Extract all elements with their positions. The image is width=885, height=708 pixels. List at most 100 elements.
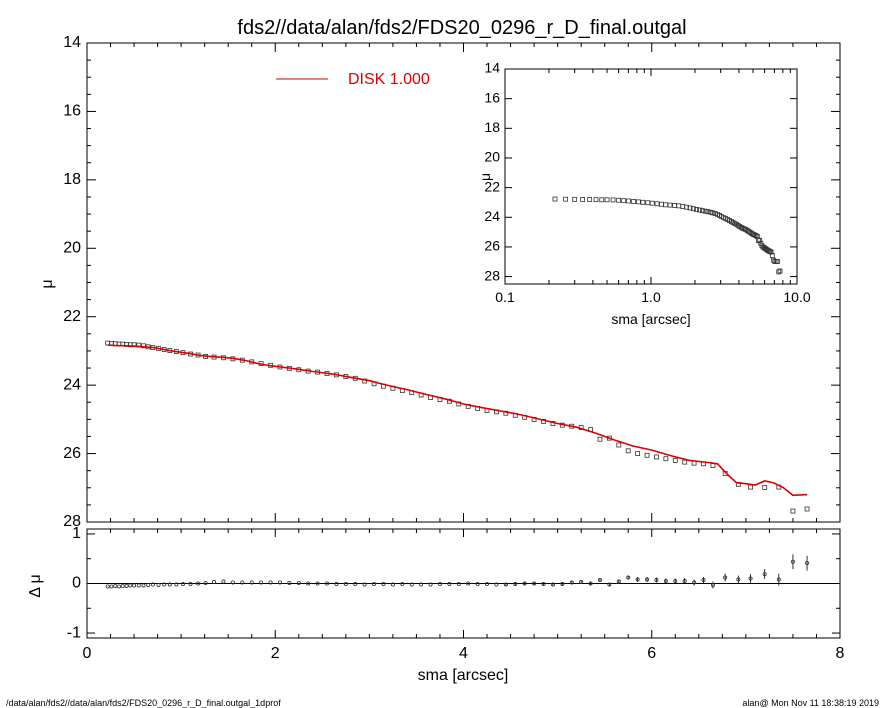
residual-data-point — [701, 578, 706, 583]
residual-data-point — [532, 581, 537, 586]
residual-data-point — [560, 581, 565, 586]
residual-data-point — [626, 575, 631, 580]
residual-x-tick-label: 0 — [83, 645, 92, 662]
inset-data-point — [604, 197, 610, 203]
residual-data-point — [296, 581, 301, 586]
footer-left: /data/alan/fds2//data/alan/fds2/FDS20_02… — [6, 698, 281, 708]
residual-x-tick-label: 8 — [836, 645, 845, 662]
residual-data-point — [124, 583, 129, 588]
residual-data-point — [353, 581, 358, 586]
residual-data-point — [550, 582, 555, 587]
residual-data-point — [334, 581, 339, 586]
main-data-point — [790, 508, 796, 514]
residual-data-point — [117, 584, 122, 589]
inset-data-point — [610, 197, 616, 203]
residual-data-point — [607, 582, 612, 587]
main-y-axis-label: μ — [39, 279, 56, 288]
residual-data-point — [268, 580, 273, 585]
inset-y-tick-label: 18 — [484, 119, 500, 135]
disk-model-line — [107, 344, 808, 497]
residual-data-point — [188, 581, 193, 586]
main-x-ticks — [86, 43, 841, 522]
residual-data-point — [212, 580, 217, 585]
main-data-point — [672, 458, 678, 463]
residual-data-point — [790, 559, 795, 564]
residual-data-point — [494, 582, 499, 587]
inset-data-point — [580, 197, 585, 202]
residual-data-point — [287, 581, 292, 586]
inset-y-tick-label: 16 — [484, 89, 500, 105]
main-data-point — [762, 485, 768, 490]
residual-data-point — [132, 583, 137, 588]
residual-data-point — [692, 580, 697, 585]
inset-x-ticks: 0.1 1.0 10.0 — [495, 69, 811, 305]
inset-data-point — [702, 208, 708, 214]
residual-data-point — [541, 581, 546, 586]
residual-data-point — [156, 582, 161, 587]
inset-x-tick-label: 0.1 — [495, 289, 515, 305]
inset-y-tick-label: 26 — [484, 238, 500, 254]
residual-x-tick-label: 6 — [647, 645, 656, 662]
residual-data-point — [776, 577, 781, 582]
inset-data-point — [738, 224, 744, 230]
chart-title: fds2//data/alan/fds2/FDS20_0296_r_D_fina… — [237, 17, 686, 39]
residual-data-point — [475, 581, 480, 586]
residual-data-point — [419, 582, 424, 587]
inset-data-point — [616, 197, 622, 203]
main-y-tick-label: 24 — [63, 376, 81, 393]
residual-data-point — [150, 582, 155, 587]
residual-data-point — [167, 582, 172, 587]
legend: DISK 1.000 — [276, 71, 430, 88]
residual-x-tick-label: 4 — [459, 645, 468, 662]
residual-data-point — [428, 582, 433, 587]
inset-data-point — [687, 205, 693, 211]
inset-data-point — [707, 209, 713, 215]
residual-data-point — [381, 581, 386, 586]
inset-data-point — [694, 207, 699, 212]
residual-data-point — [113, 583, 118, 588]
inset-data-point — [757, 237, 763, 243]
legend-label: DISK 1.000 — [348, 71, 430, 88]
inset-data-point — [697, 207, 702, 213]
main-data-point — [625, 448, 631, 454]
inset-data-point — [753, 233, 759, 239]
residual-data-point — [362, 582, 367, 587]
inset-y-tick-label: 20 — [484, 149, 500, 165]
residual-data-point — [654, 578, 659, 583]
inset-data-point — [690, 206, 696, 212]
inset-frame — [504, 68, 798, 285]
residual-data-point — [128, 583, 133, 588]
footer-right: alan@ Mon Nov 11 18:38:19 2019 — [742, 698, 879, 708]
residual-data-point — [105, 584, 110, 589]
inset-data-point — [700, 208, 705, 214]
inset-y-tick-label: 14 — [484, 60, 500, 76]
main-y-tick-label: 18 — [63, 171, 81, 188]
main-data-point — [597, 436, 603, 442]
residual-data-point — [437, 581, 442, 586]
residual-data-point — [805, 561, 810, 566]
inset-data-point — [752, 232, 758, 238]
residual-data-point — [466, 581, 471, 586]
inset-y-ticks: 14 16 18 20 22 24 26 28 — [484, 60, 797, 283]
residual-y-tick-label: 0 — [72, 575, 81, 592]
residual-data-point — [513, 581, 518, 586]
main-data-point — [804, 506, 810, 512]
main-data-point — [654, 454, 659, 460]
residual-data-point — [162, 582, 167, 587]
inset-panel: 0.1 1.0 10.0 14 16 18 20 22 24 26 28 μ sma [arcse… — [477, 60, 811, 327]
residual-data-point — [203, 581, 208, 586]
inset-data-point — [631, 199, 636, 204]
inset-data-point — [768, 249, 774, 255]
residual-data-point — [343, 581, 348, 586]
inset-data-point — [593, 197, 599, 203]
residual-data-point — [682, 579, 687, 584]
residual-data-point — [579, 580, 584, 585]
residual-data-point — [325, 581, 330, 586]
residual-data-point — [315, 581, 320, 586]
residual-data-point — [748, 576, 753, 581]
residual-data-point — [141, 583, 146, 588]
residual-data-point — [503, 582, 508, 587]
residual-data-point — [569, 580, 574, 585]
residual-y-tick-label: -1 — [67, 624, 81, 641]
